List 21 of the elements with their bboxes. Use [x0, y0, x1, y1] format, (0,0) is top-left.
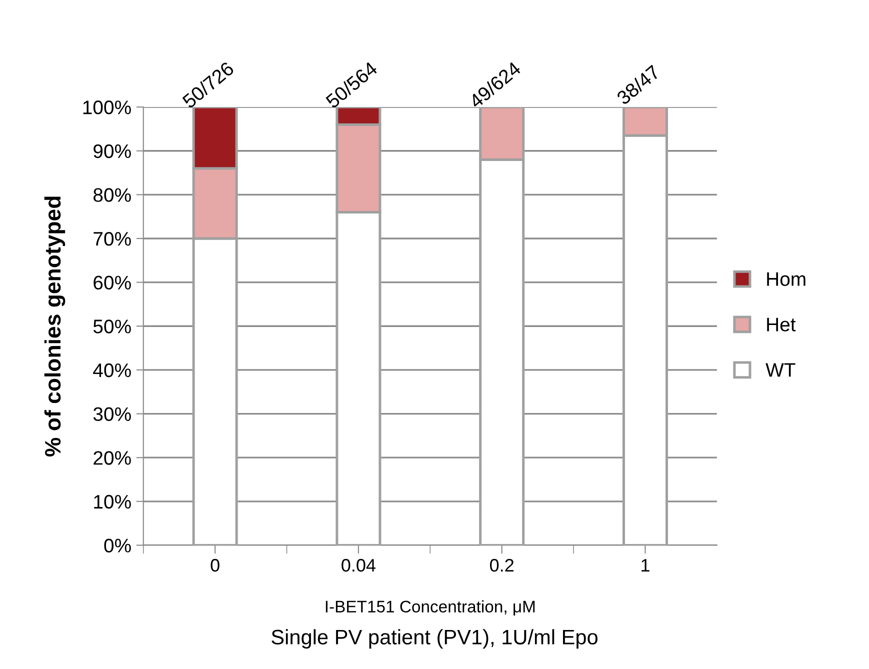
x-tick-label: 0: [210, 558, 220, 572]
y-tick-label: 60%: [94, 276, 131, 290]
y-tick-label: 10%: [94, 494, 131, 509]
text: Single PV patient (PV1), 1U/ml Epo: [272, 629, 598, 649]
y-tick-label: 30%: [93, 407, 131, 422]
y-tick-label: 80%: [94, 188, 131, 202]
y-tick-label: 20%: [94, 451, 131, 465]
x-tick-label: 1: [642, 559, 650, 572]
legend-label: Het: [767, 318, 796, 332]
x-tick-label: 0.04: [342, 558, 376, 572]
legend-label: WT: [766, 363, 796, 377]
y-tick-label: 90%: [94, 144, 131, 158]
y-tick-label: 70%: [94, 232, 131, 246]
y-tick-label: 100%: [83, 100, 131, 114]
x-axis-title: I-BET151 Concentration, μM: [326, 600, 535, 616]
y-tick-label: 50%: [93, 320, 131, 334]
y-tick-label: 40%: [93, 363, 131, 378]
legend-label: Hom: [767, 272, 806, 286]
x-tick-label: 0.2: [490, 558, 514, 572]
y-tick-label: 0%: [104, 538, 131, 552]
y-axis-title: % of colonies genotyped: [44, 196, 66, 456]
